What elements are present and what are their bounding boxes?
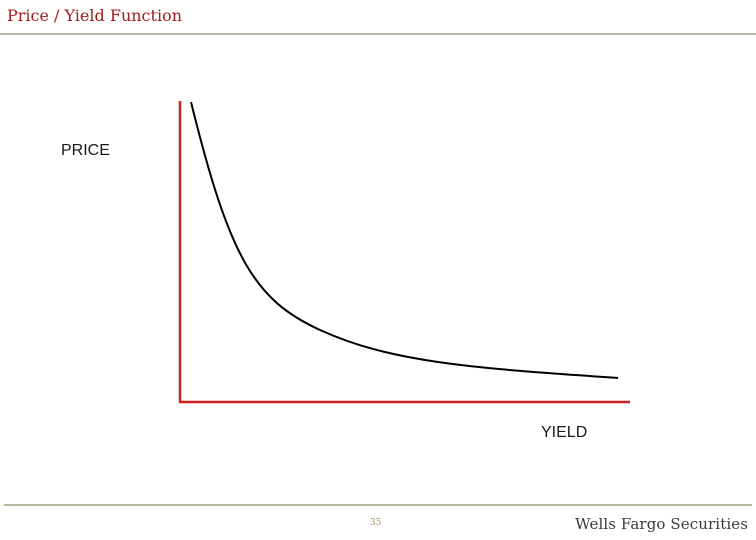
title-divider [0, 33, 756, 35]
page-number: 35 [370, 518, 382, 528]
brand-logo-text: Wells Fargo Securities [575, 515, 748, 533]
page-title: Price / Yield Function [7, 6, 182, 25]
footer-divider [4, 504, 752, 506]
y-axis-label: PRICE [61, 142, 110, 159]
x-axis-label: YIELD [541, 424, 588, 441]
price-yield-curve [190, 101, 619, 379]
